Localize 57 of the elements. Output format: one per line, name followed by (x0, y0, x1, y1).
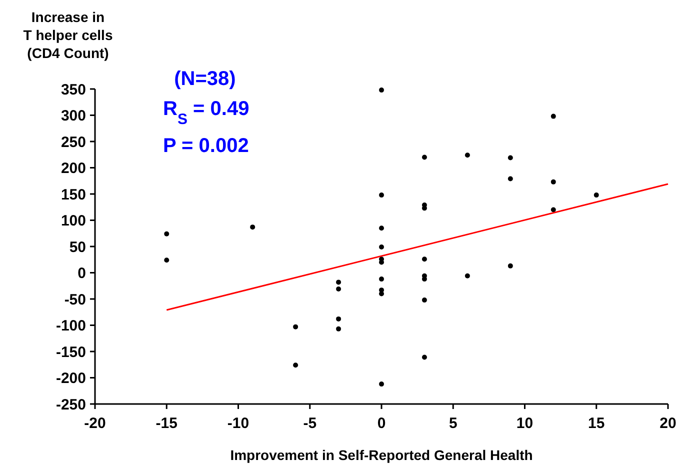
x-tick-label: 10 (516, 415, 534, 432)
point (336, 316, 342, 322)
y-tick-label: 50 (69, 238, 86, 256)
y-tick-label: 350 (60, 81, 86, 98)
point (464, 152, 470, 158)
point (164, 231, 170, 236)
x-tick-label: 5 (448, 415, 458, 432)
point (379, 291, 384, 296)
point (422, 298, 427, 303)
annotation: (N=38) (174, 68, 236, 90)
point (422, 276, 427, 282)
y-tick-label: 150 (60, 186, 86, 204)
y-tick-label: -150 (56, 344, 86, 361)
x-tick-label: 0 (377, 415, 386, 432)
point (379, 382, 384, 387)
point (164, 258, 170, 263)
point (422, 354, 427, 360)
y-tick-label: 0 (78, 265, 86, 282)
point (379, 244, 384, 250)
x-tick-label: -20 (84, 415, 106, 432)
y-tick-label: 250 (60, 134, 86, 151)
y-tick-label: -200 (56, 370, 86, 387)
point (379, 226, 384, 231)
x-tick-label: -5 (303, 415, 317, 432)
point (379, 88, 384, 93)
point (550, 179, 556, 184)
x-axis-title: Improvement in Self-Reported General Health (230, 447, 533, 463)
point (422, 154, 427, 160)
point (336, 286, 342, 292)
point (336, 326, 342, 332)
point (250, 224, 256, 230)
x-tick-label: 20 (660, 415, 676, 432)
annotation: R$_{S}$ = 0.49 (163, 98, 250, 128)
point (594, 192, 599, 198)
point (550, 114, 556, 119)
point (293, 324, 298, 330)
annotation: P = 0.002 (163, 135, 249, 157)
point (508, 263, 513, 268)
point (550, 207, 556, 212)
point (379, 276, 384, 282)
y-tick-label: -50 (64, 291, 86, 308)
y-tick-label: -100 (56, 318, 86, 334)
point (293, 362, 298, 368)
point (336, 280, 342, 285)
y-tick-label: -250 (56, 396, 86, 414)
x-tick-label: -15 (156, 415, 178, 432)
x-tick-label: -10 (227, 415, 250, 432)
point (464, 273, 470, 278)
y-tick-label: 300 (60, 108, 86, 124)
point (422, 256, 427, 262)
point (508, 176, 513, 182)
x-tick-label: 15 (588, 415, 605, 432)
point (508, 155, 513, 160)
y-tick-label: 100 (60, 212, 86, 230)
point (379, 192, 384, 198)
y-axis-title: Increase in T helper cells (CD4 Count) (23, 9, 113, 61)
y-tick-label: 200 (60, 160, 86, 177)
